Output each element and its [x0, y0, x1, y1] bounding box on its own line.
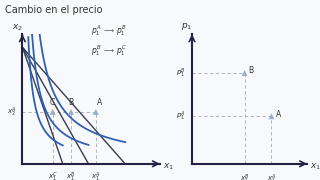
Text: $p_1^C$: $p_1^C$	[116, 43, 127, 58]
Text: C: C	[50, 98, 55, 107]
Text: $x_1^C$: $x_1^C$	[48, 170, 58, 180]
Text: $x_1$: $x_1$	[310, 162, 320, 172]
Point	[93, 111, 98, 113]
Text: $p_1^A$: $p_1^A$	[91, 23, 102, 38]
Text: A: A	[276, 110, 282, 119]
Text: $x_1$: $x_1$	[163, 162, 174, 172]
Text: $x_1^A$: $x_1^A$	[91, 170, 100, 180]
Text: $x_1^B$: $x_1^B$	[240, 172, 250, 180]
Text: $x_2^A$: $x_2^A$	[7, 105, 17, 119]
Text: $\longrightarrow$: $\longrightarrow$	[102, 47, 116, 54]
Text: $x_2$: $x_2$	[12, 22, 23, 33]
Text: $p_1^B$: $p_1^B$	[176, 66, 186, 80]
Text: Cambio en el precio: Cambio en el precio	[5, 5, 102, 15]
Text: B: B	[68, 98, 74, 107]
Text: $p_1^A$: $p_1^A$	[176, 110, 186, 123]
Point	[242, 72, 247, 75]
Point	[68, 111, 74, 113]
Text: $\longrightarrow$: $\longrightarrow$	[102, 27, 116, 34]
Text: $x_1^A$: $x_1^A$	[267, 172, 276, 180]
Point	[269, 115, 274, 118]
Text: B: B	[249, 66, 254, 75]
Text: A: A	[96, 98, 102, 107]
Text: $p_1$: $p_1$	[181, 21, 193, 32]
Text: $p_1^B$: $p_1^B$	[116, 23, 126, 38]
Point	[50, 111, 55, 113]
Text: $x_1^B$: $x_1^B$	[66, 170, 76, 180]
Text: $p_1^B$: $p_1^B$	[91, 43, 102, 58]
